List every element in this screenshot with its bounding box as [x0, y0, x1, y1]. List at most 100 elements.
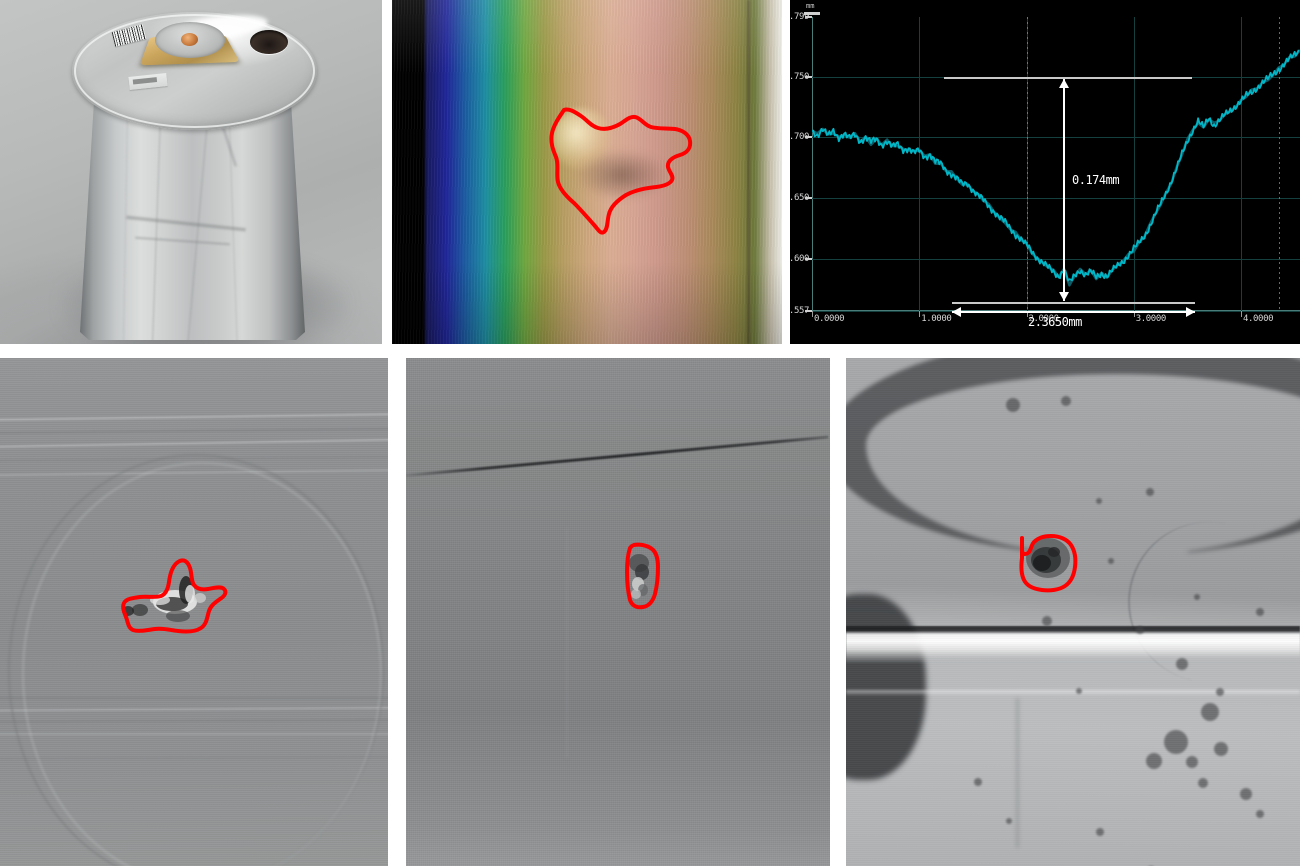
depth-dimension-arrow — [1059, 79, 1069, 301]
x-axis-tick — [919, 311, 921, 317]
red-defect-outline — [121, 558, 228, 634]
porosity-spot — [1194, 594, 1200, 600]
defect-core-speckle — [629, 554, 649, 599]
copper-core-icon — [181, 33, 198, 46]
y-axis-tick — [805, 197, 812, 200]
radiograph-2-defect-overlay — [625, 542, 660, 610]
red-defect-outline — [1019, 534, 1078, 593]
porosity-spot — [1146, 488, 1154, 496]
surface-profile-chart-panel: mm 0.799 0.750 0.700 0.650 0.600 0.557 0.0000 1… — [790, 0, 1300, 344]
porosity-spot — [1096, 828, 1104, 836]
specimen-photograph-panel — [0, 0, 382, 344]
y-axis-tick — [805, 75, 812, 78]
x-axis — [812, 310, 1300, 311]
red-defect-outline — [625, 542, 660, 610]
porosity-spot — [1216, 688, 1224, 696]
grid-line-vertical — [1241, 17, 1242, 311]
grid-line-vertical — [919, 17, 921, 311]
top-face-rim — [74, 14, 315, 128]
surface-edge-line — [747, 0, 750, 344]
faint-vertical-streak — [566, 528, 568, 758]
defect-core-speckle — [122, 576, 206, 622]
grid-line-horizontal — [812, 258, 1300, 260]
grid-line-horizontal — [812, 198, 1300, 200]
porosity-spot — [974, 778, 982, 786]
porosity-spot — [1108, 558, 1114, 564]
radiograph-3-defect-overlay — [1019, 534, 1078, 593]
porosity-spot — [1198, 778, 1208, 788]
y-axis-tick-label: 0.799 — [790, 12, 809, 22]
secondary-bright-band — [846, 690, 1300, 696]
x-axis-tick-label: 0.0000 — [814, 314, 845, 324]
reference-line-bottom — [952, 302, 1195, 304]
porosity-spot — [1042, 616, 1052, 626]
x-axis-tick — [812, 311, 813, 317]
y-axis-tick-label: 0.750 — [790, 71, 809, 82]
plot-area: 0.799 0.750 0.700 0.650 0.600 0.557 0.0000 1.00… — [790, 12, 1300, 329]
y-axis-tick — [805, 136, 812, 139]
x-axis-tick — [1133, 311, 1135, 317]
grid-line-horizontal — [812, 137, 1300, 139]
radiograph-weld-band-panel — [846, 358, 1300, 866]
width-dimension-arrow — [952, 307, 1195, 317]
unit-marker — [804, 12, 820, 15]
porosity-spot — [1076, 688, 1082, 694]
x-axis-tick-label: 4.0000 — [1243, 314, 1274, 324]
cursor-line[interactable] — [1026, 17, 1028, 311]
image-noise — [406, 358, 830, 866]
porosity-spot — [1006, 398, 1020, 412]
depth-callout-label: 0.174mm — [1072, 173, 1120, 187]
surface-grain-texture — [392, 0, 782, 344]
porosity-spot — [1061, 396, 1071, 406]
curved-edge-indication — [22, 462, 382, 866]
x-axis-tick — [1241, 311, 1242, 317]
porosity-spot — [1256, 810, 1264, 818]
y-axis-tick — [805, 257, 812, 260]
optical-surface-panel — [392, 0, 782, 344]
curved-edge-indication — [8, 454, 384, 866]
x-axis-tick — [1026, 311, 1028, 317]
x-axis-tick-label: 3.0000 — [1135, 314, 1167, 324]
dark-defect-region — [577, 150, 667, 200]
profile-trace-svg — [812, 49, 1300, 287]
y-axis-tick-label: 0.557 — [790, 306, 809, 316]
porosity-spot — [1164, 730, 1188, 754]
y-axis-tick-label: 0.700 — [790, 132, 809, 143]
cursor-line[interactable] — [1278, 17, 1280, 311]
radiograph-1-defect-overlay — [121, 558, 228, 634]
porosity-spot — [1006, 818, 1012, 824]
porosity-spot — [1176, 658, 1188, 670]
y-axis-tick — [805, 16, 812, 18]
porosity-spot — [1214, 742, 1228, 756]
grid-line-vertical — [1133, 17, 1135, 311]
porosity-spot — [1096, 498, 1102, 504]
vertical-shading — [392, 0, 782, 344]
porosity-spot — [1136, 626, 1144, 634]
radiograph-crackline-panel — [406, 358, 830, 866]
y-axis-tick — [805, 310, 812, 312]
optical-defect-outline-svg — [549, 107, 693, 235]
porosity-spot — [1256, 608, 1264, 616]
porosity-spot — [1240, 788, 1252, 800]
x-axis-tick-label: 2.0000 — [1028, 314, 1060, 324]
y-axis-tick-label: 0.600 — [790, 253, 809, 264]
image-noise — [846, 358, 1300, 866]
porosity-spot — [1146, 753, 1162, 769]
defect-core-speckle — [1026, 538, 1070, 578]
porosity-spot — [1201, 703, 1219, 721]
image-noise — [0, 358, 388, 866]
reference-line-top — [944, 77, 1192, 79]
threaded-hole — [250, 30, 288, 54]
red-defect-outline — [549, 107, 693, 235]
y-axis — [812, 17, 813, 311]
serial-text — [132, 77, 158, 85]
faint-vertical-streak — [1016, 698, 1019, 848]
width-callout-label: 2.3650mm — [1028, 315, 1082, 329]
dark-left-structure — [846, 594, 926, 780]
x-axis-tick-label: 1.0000 — [921, 314, 952, 324]
bright-weld-band — [846, 626, 1300, 664]
colour-ramp-surface — [392, 0, 782, 344]
y-axis-tick-label: 0.650 — [790, 193, 809, 204]
porosity-spot — [1186, 756, 1198, 768]
